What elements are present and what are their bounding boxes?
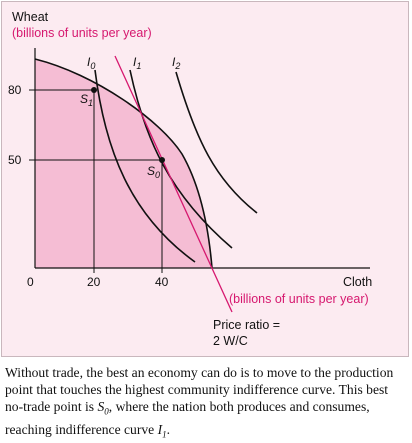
x-tick-label-40: 40 [155, 275, 169, 289]
y-tick-label-80: 80 [8, 83, 22, 97]
x-axis-unit: (billions of units per year) [229, 292, 369, 306]
price-ratio-line [114, 55, 233, 313]
production-possibility-area [35, 59, 212, 268]
y-tick-label-50: 50 [8, 153, 22, 167]
x-tick-label-20: 20 [87, 275, 101, 289]
price-ratio-label: Price ratio = [213, 318, 280, 332]
curve-label-i1: I1 [133, 55, 141, 71]
price-ratio-value: 2 W/C [213, 334, 248, 348]
point-s0 [159, 157, 165, 163]
x-axis-title: Cloth [343, 275, 372, 289]
y-axis-unit: (billions of units per year) [12, 26, 152, 40]
curve-label-i2: I2 [172, 55, 180, 71]
indifference-curve-i1 [129, 69, 233, 249]
y-axis-title: Wheat [12, 10, 49, 24]
curve-label-i0: I0 [87, 55, 95, 71]
indifference-curve-i0 [94, 69, 196, 263]
origin-label: 0 [27, 275, 34, 289]
point-label-s0: S0 [147, 164, 160, 180]
production-possibility-curve [34, 58, 213, 269]
indifference-curve-i2 [175, 71, 258, 214]
figure-caption: Without trade, the best an economy can d… [5, 365, 394, 440]
point-s1 [91, 87, 97, 93]
production-diagram: Wheat (billions of units per year) Cloth… [8, 10, 372, 348]
point-label-s1: S1 [80, 92, 93, 108]
